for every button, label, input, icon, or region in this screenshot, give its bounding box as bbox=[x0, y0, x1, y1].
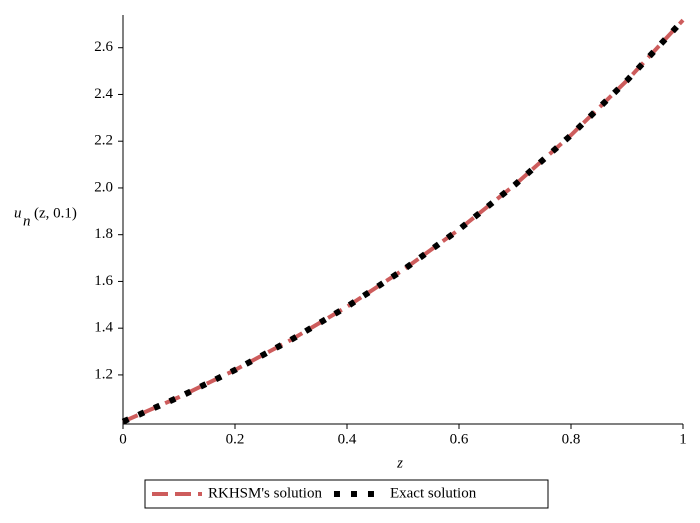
y-tick-label: 1.4 bbox=[94, 320, 113, 336]
x-axis-label: z bbox=[396, 455, 403, 471]
x-tick-label: 0.4 bbox=[338, 431, 357, 447]
series-line bbox=[121, 18, 686, 425]
x-tick-label: 0.2 bbox=[226, 431, 245, 447]
series-line bbox=[122, 18, 685, 424]
legend-box bbox=[144, 479, 549, 509]
y-tick-label: 2.2 bbox=[94, 133, 113, 149]
y-tick-label: 2.0 bbox=[94, 179, 113, 195]
y-axis-label: u bbox=[14, 205, 22, 221]
x-tick-label: 0.8 bbox=[562, 431, 581, 447]
y-tick-label: 1.8 bbox=[94, 226, 113, 242]
x-tick-label: 0.6 bbox=[450, 431, 469, 447]
x-tick-label: 1 bbox=[679, 431, 687, 447]
y-tick-label: 1.2 bbox=[94, 366, 113, 382]
y-tick-label: 2.4 bbox=[94, 86, 113, 102]
y-axis-label-sub: n bbox=[23, 213, 31, 229]
x-tick-label: 0 bbox=[119, 431, 127, 447]
y-axis-label-rest: (z, 0.1) bbox=[34, 205, 77, 221]
legend-label: Exact solution bbox=[390, 485, 477, 501]
y-tick-label: 2.6 bbox=[94, 39, 113, 55]
y-tick-label: 1.6 bbox=[94, 273, 113, 289]
legend-label: RKHSM's solution bbox=[208, 485, 322, 501]
